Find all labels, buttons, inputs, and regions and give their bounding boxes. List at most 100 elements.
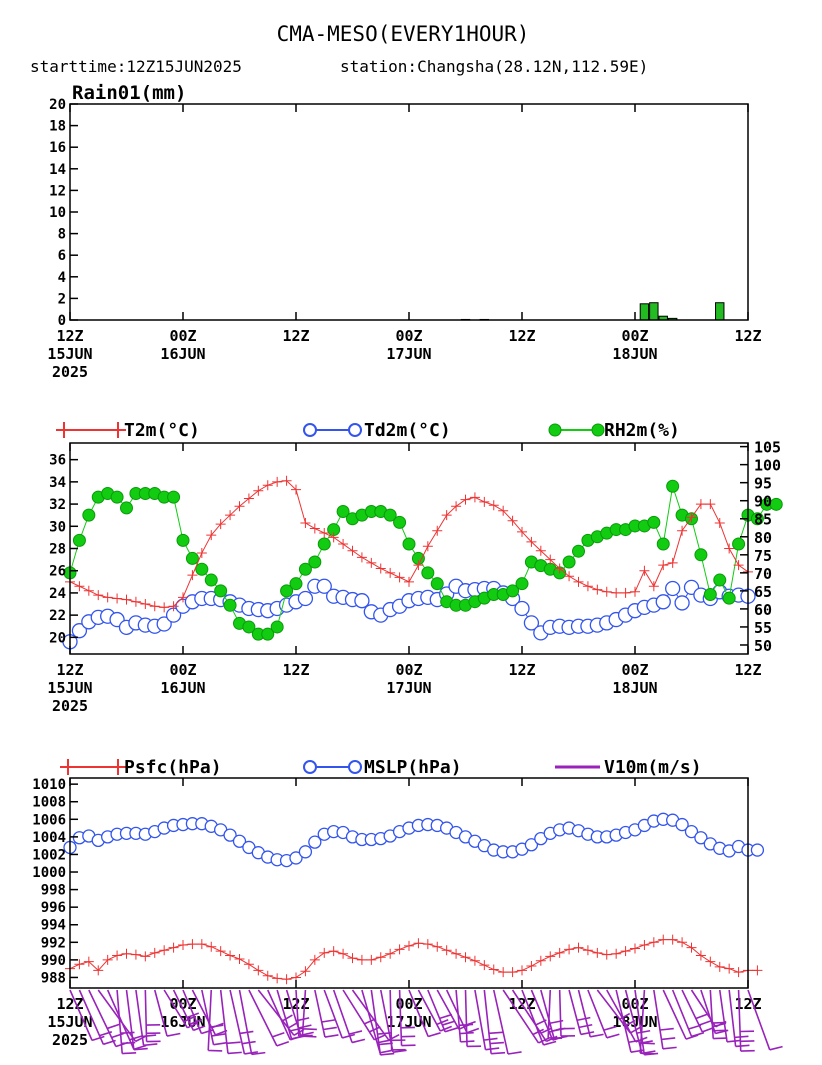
rh-ytick-label: 90 <box>754 493 772 511</box>
rh2m-point <box>656 537 670 551</box>
t2m-point <box>291 484 301 495</box>
t2m-point <box>469 492 480 503</box>
rh2m-point <box>176 533 190 547</box>
legend-td2m-marker <box>303 423 362 437</box>
psfc-point <box>714 961 725 972</box>
rh2m-point <box>430 577 444 591</box>
rain-ytick-label: 14 <box>49 162 66 178</box>
rh2m-point <box>572 544 585 558</box>
pressure-ytick-label: 1008 <box>32 795 66 811</box>
t2m-point <box>592 584 603 595</box>
pressure-xtick-label: 15JUN <box>47 1013 92 1031</box>
t2m-point <box>300 517 311 528</box>
t2m-point <box>488 500 499 511</box>
psfc-point <box>168 942 179 953</box>
pressure-ytick-label: 1002 <box>32 847 66 863</box>
pressure-legend: Psfc(hPa) MSLP(hPa) V10m(m/s) <box>60 757 702 778</box>
t2m-point <box>620 587 631 598</box>
wind-barb <box>492 989 522 1055</box>
pressure-ytick-label: 990 <box>41 953 66 969</box>
psfc-point <box>234 954 245 965</box>
rh2m-point <box>110 490 124 504</box>
wind-barb <box>153 989 181 1037</box>
psfc-point <box>658 934 669 945</box>
pressure-ytick-label: 996 <box>41 900 66 916</box>
rh-ytick-label: 50 <box>754 637 772 655</box>
rh2m-point <box>722 591 736 605</box>
wind-barb <box>709 989 728 1040</box>
rain-ytick-label: 4 <box>58 270 66 286</box>
wind-barb <box>370 989 395 1056</box>
rh-ytick-label: 105 <box>754 439 781 457</box>
rh2m-point <box>383 508 397 522</box>
t2m-point <box>253 485 264 496</box>
wind-barb <box>248 989 290 1047</box>
rh-ytick-label: 100 <box>754 457 781 475</box>
rh2m-point <box>185 551 199 565</box>
wind-barb <box>301 989 317 1038</box>
temp-xtick-label: 2025 <box>52 697 88 715</box>
wind-barb <box>521 989 557 1046</box>
t2m-point <box>422 541 433 552</box>
wind-barb <box>323 989 356 1039</box>
t2m-point <box>526 536 537 547</box>
psfc-point <box>328 946 339 957</box>
psfc-point <box>469 955 480 966</box>
t2m-point <box>545 554 556 565</box>
psfc-point <box>272 973 283 984</box>
wind-barb <box>408 989 441 1038</box>
wind-barbs <box>69 989 783 1056</box>
t2m-point <box>686 512 697 523</box>
mslp-point <box>750 843 765 857</box>
rh2m-point <box>195 562 209 576</box>
rh2m-point <box>317 537 331 551</box>
pressure-series <box>63 812 765 985</box>
psfc-point <box>648 937 659 948</box>
temp-ytick-label: 20 <box>49 630 66 646</box>
rh2m-point <box>72 533 86 547</box>
t2m-point <box>573 576 584 587</box>
t2m-point <box>366 557 377 568</box>
rh-ytick-label: 95 <box>754 475 772 493</box>
psfc-point <box>592 947 603 958</box>
wind-barb <box>653 989 677 1050</box>
pressure-ytick-label: 994 <box>41 918 66 934</box>
psfc-point <box>140 951 151 962</box>
mslp-point <box>684 824 699 839</box>
wind-barb <box>285 989 314 1037</box>
rh2m-point <box>515 577 529 591</box>
pressure-plot-frame <box>69 777 749 989</box>
t2m-point <box>385 567 396 578</box>
psfc-point <box>639 939 650 950</box>
t2m-point <box>554 563 565 574</box>
legend-psfc-marker <box>60 759 126 775</box>
rain-ytick-label: 18 <box>49 119 66 135</box>
psfc-point <box>93 965 104 976</box>
psfc-point <box>573 942 584 953</box>
psfc-point <box>695 950 706 961</box>
legend-mslp-marker <box>303 760 362 774</box>
t2m-point <box>432 525 443 536</box>
rain-ytick-label: 8 <box>58 227 66 243</box>
rain-ytick-label: 20 <box>49 97 66 113</box>
t2m-point <box>187 570 198 581</box>
wind-barb <box>464 989 482 1048</box>
t2m-point <box>582 581 593 592</box>
temp-plot-frame <box>69 442 749 655</box>
t2m-point <box>102 592 113 603</box>
td2m-point <box>514 600 530 617</box>
psfc-point <box>347 953 358 964</box>
t2m-point <box>564 571 575 582</box>
temp-legend: T2m(°C) Td2m(°C) RH2m(%) <box>56 420 680 441</box>
rh2m-point <box>214 584 228 598</box>
td2m-point <box>71 623 88 639</box>
temp-xtick-label: 12Z <box>508 661 535 679</box>
wind-barb <box>577 989 604 1038</box>
wind-barb <box>69 989 105 1042</box>
rh2m-point <box>261 627 275 641</box>
mslp-point <box>694 831 708 845</box>
t2m-point <box>677 525 688 536</box>
psfc-point <box>498 967 509 978</box>
